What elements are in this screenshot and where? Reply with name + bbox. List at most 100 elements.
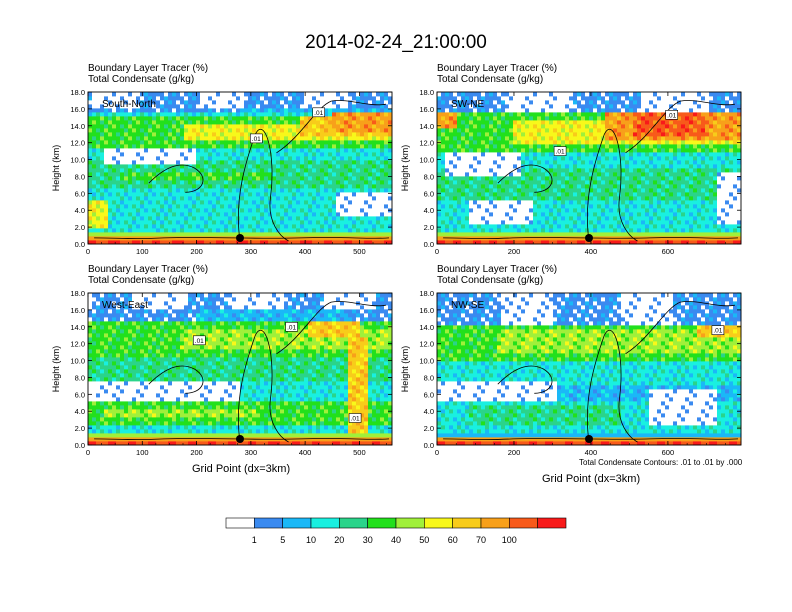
field-cell <box>88 180 93 185</box>
field-cell <box>160 136 165 141</box>
field-cell <box>212 168 217 173</box>
field-cell <box>128 224 133 229</box>
field-cell <box>529 128 534 133</box>
field-cell <box>521 124 526 129</box>
field-cell <box>545 124 550 129</box>
field-cell <box>577 168 582 173</box>
field-cell <box>296 192 301 197</box>
field-cell <box>132 144 137 149</box>
field-cell <box>593 172 598 177</box>
field-cell <box>332 140 337 145</box>
field-cell <box>112 152 117 157</box>
field-cell <box>625 232 630 237</box>
field-cell <box>148 152 153 157</box>
field-cell <box>545 120 550 125</box>
field-cell <box>605 188 610 193</box>
field-cell <box>529 176 534 181</box>
field-cell <box>473 140 478 145</box>
field-cell <box>148 164 153 169</box>
field-cell <box>569 196 574 201</box>
field-cell <box>176 200 181 205</box>
field-cell <box>156 212 161 217</box>
field-cell <box>340 136 345 141</box>
field-cell <box>304 132 309 137</box>
field-cell <box>384 200 389 205</box>
field-cell <box>489 136 494 141</box>
field-cell <box>637 172 642 177</box>
field-cell <box>565 120 570 125</box>
field-cell <box>280 168 285 173</box>
field-cell <box>617 152 622 157</box>
field-cell <box>292 224 297 229</box>
field-cell <box>204 216 209 221</box>
field-cell <box>645 196 650 201</box>
field-cell <box>360 216 365 221</box>
field-cell <box>517 104 522 109</box>
field-cell <box>453 192 458 197</box>
field-cell <box>92 160 97 165</box>
field-cell <box>593 168 598 173</box>
field-cell <box>224 192 229 197</box>
field-cell <box>320 144 325 149</box>
field-cell <box>180 92 185 97</box>
field-cell <box>613 124 618 129</box>
field-cell <box>308 100 313 105</box>
field-cell <box>545 156 550 161</box>
field-cell <box>152 120 157 125</box>
field-cell <box>196 104 201 109</box>
field-cell <box>637 136 642 141</box>
field-cell <box>517 184 522 189</box>
field-cell <box>176 96 181 101</box>
field-cell <box>577 112 582 117</box>
field-cell <box>537 120 542 125</box>
field-cell <box>521 152 526 157</box>
field-cell <box>244 208 249 213</box>
field-cell <box>224 96 229 101</box>
field-cell <box>384 152 389 157</box>
field-cell <box>573 100 578 105</box>
field-cell <box>553 188 558 193</box>
field-cell <box>108 128 113 133</box>
field-cell <box>192 152 197 157</box>
field-cell <box>332 196 337 201</box>
field-cell <box>156 240 161 245</box>
field-cell <box>581 108 586 113</box>
field-cell <box>641 184 646 189</box>
field-cell <box>320 104 325 109</box>
field-cell <box>573 200 578 205</box>
field-cell <box>477 156 482 161</box>
field-cell <box>180 108 185 113</box>
field-cell <box>260 204 265 209</box>
field-cell <box>521 216 526 221</box>
field-cell <box>348 172 353 177</box>
field-cell <box>248 156 253 161</box>
field-cell <box>533 172 538 177</box>
field-cell <box>248 228 253 233</box>
field-cell <box>124 240 129 245</box>
field-cell <box>473 220 478 225</box>
field-cell <box>180 204 185 209</box>
field-cell <box>316 204 321 209</box>
field-cell <box>461 156 466 161</box>
field-cell <box>132 120 137 125</box>
field-cell <box>469 188 474 193</box>
field-cell <box>533 152 538 157</box>
field-cell <box>284 212 289 217</box>
field-cell <box>637 128 642 133</box>
field-cell <box>332 120 337 125</box>
field-cell <box>180 124 185 129</box>
field-cell <box>136 232 141 237</box>
field-cell <box>116 116 121 121</box>
field-cell <box>144 152 149 157</box>
field-cell <box>533 164 538 169</box>
field-cell <box>288 204 293 209</box>
field-cell <box>212 200 217 205</box>
field-cell <box>601 184 606 189</box>
field-cell <box>152 208 157 213</box>
field-cell <box>380 172 385 177</box>
field-cell <box>280 92 285 97</box>
field-cell <box>292 200 297 205</box>
field-cell <box>645 116 650 121</box>
field-cell <box>108 176 113 181</box>
field-cell <box>645 232 650 237</box>
